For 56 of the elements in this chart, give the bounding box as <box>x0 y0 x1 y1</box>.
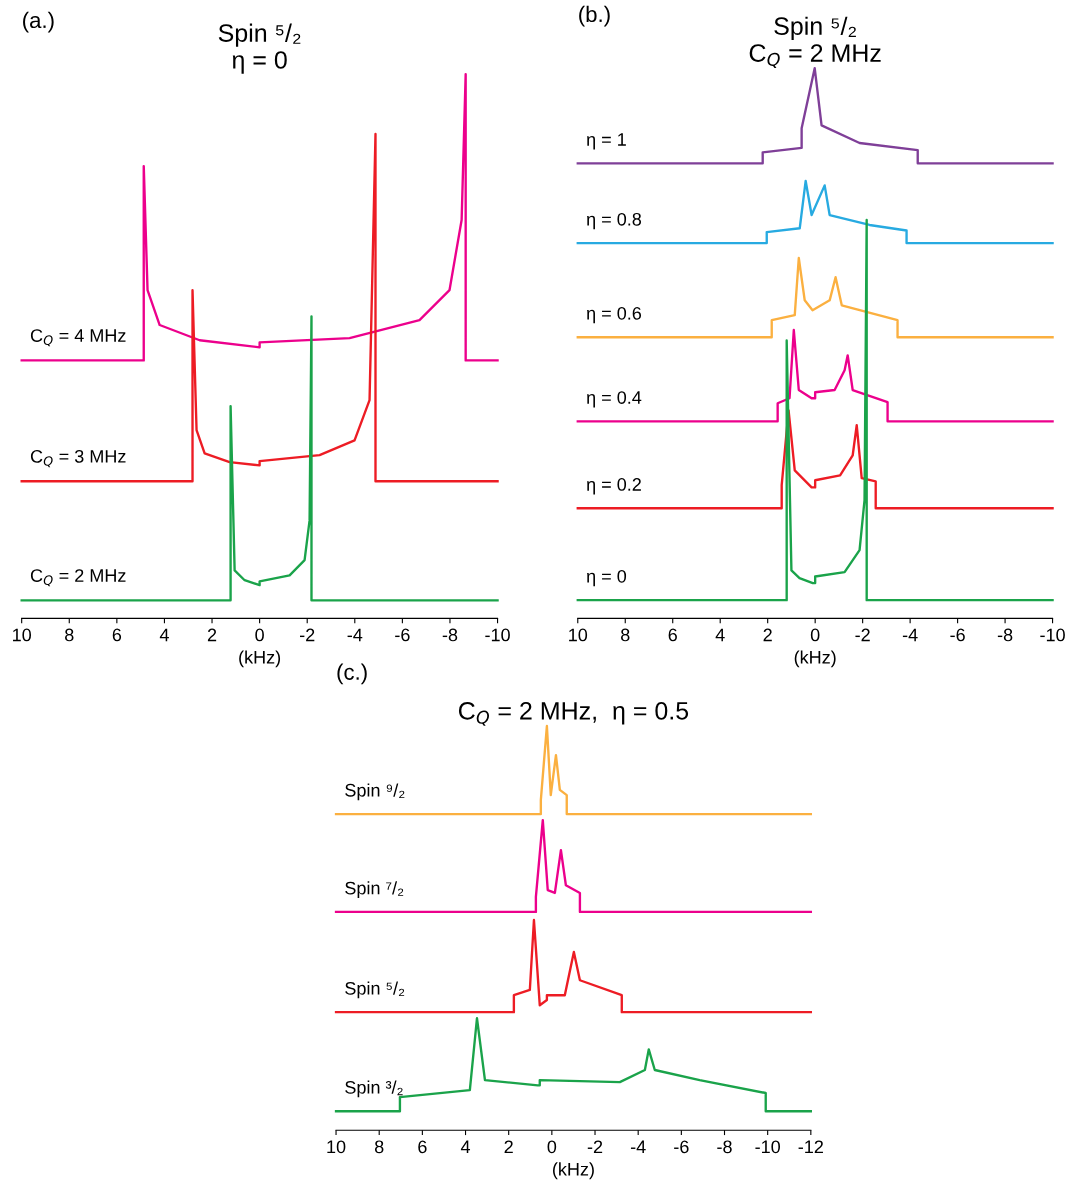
chart-title: Spin ⁵/₂ η = 0 <box>218 23 301 74</box>
x-tick-label: 8 <box>65 628 74 642</box>
x-tick-label: -12 <box>798 1140 823 1154</box>
chart-title: C$_{Q}$ = 2 MHz, η = 0.5 <box>458 701 689 726</box>
x-tick-label: -2 <box>299 628 315 642</box>
x-tick-label: -10 <box>755 1140 781 1154</box>
series-label: C$_{Q}$ = 4 MHz <box>30 329 126 347</box>
x-tick-label: 4 <box>460 1140 471 1154</box>
chart-title: Spin ⁵/₂ C$_{Q}$ = 2 MHz <box>749 16 881 68</box>
x-tick-label: 4 <box>715 628 725 642</box>
series-label: η = 0.6 <box>587 306 642 324</box>
x-tick-label: 0 <box>255 628 264 642</box>
series-label: η = 0.2 <box>587 478 641 495</box>
x-tick-label: -10 <box>1040 628 1065 642</box>
x-tick-label: 2 <box>207 628 217 642</box>
x-tick-label: -2 <box>587 1140 603 1154</box>
x-tick-label: -6 <box>674 1140 689 1154</box>
text: (a.) <box>23 11 54 33</box>
series-label: η = 0.4 <box>587 391 642 408</box>
x-tick-label: -4 <box>347 628 363 642</box>
x-tick-label: 0 <box>810 628 820 642</box>
x-tick-label: 2 <box>763 628 772 642</box>
x-axis-title: (kHz) <box>239 650 281 668</box>
x-tick-label: 6 <box>668 628 677 642</box>
series-label: η = 1 <box>587 133 626 150</box>
text: (c.) <box>337 663 367 685</box>
x-tick-label: 6 <box>112 628 122 642</box>
x-tick-label: -8 <box>442 628 458 642</box>
x-axis-title: (kHz) <box>794 650 836 668</box>
series-label: Spin ⁷/₂ <box>345 881 404 899</box>
x-tick-label: -6 <box>950 628 965 642</box>
x-tick-label: 4 <box>159 628 169 642</box>
x-tick-label: -8 <box>997 628 1013 642</box>
x-axis-title: (kHz) <box>553 1162 594 1180</box>
x-tick-label: 0 <box>547 1140 557 1154</box>
x-tick-label: 8 <box>621 628 630 642</box>
x-tick-label: 10 <box>569 628 588 642</box>
series-label: η = 0.8 <box>587 212 642 230</box>
x-tick-label: -4 <box>630 1140 646 1154</box>
x-tick-label: 10 <box>13 628 32 642</box>
x-tick-label: -8 <box>717 1140 732 1154</box>
x-tick-label: 2 <box>504 1140 513 1154</box>
x-tick-label: -6 <box>395 628 410 642</box>
x-tick-label: -2 <box>855 628 870 642</box>
x-tick-label: -4 <box>902 628 918 642</box>
series-label: Spin ⁹/₂ <box>345 783 405 801</box>
x-tick-label: 10 <box>327 1140 346 1154</box>
series-label: C$_{Q}$ = 3 MHz <box>30 449 126 468</box>
text: (b.) <box>579 5 610 27</box>
series-label: η = 0 <box>587 569 627 587</box>
series-label: C$_{Q}$ = 2 MHz <box>30 569 126 587</box>
x-tick-label: 6 <box>418 1140 427 1154</box>
x-tick-label: -10 <box>485 628 510 642</box>
series-label: Spin ⁵/₂ <box>345 981 405 999</box>
series-label: Spin ³/₂ <box>345 1080 403 1098</box>
x-tick-label: 8 <box>374 1140 384 1154</box>
